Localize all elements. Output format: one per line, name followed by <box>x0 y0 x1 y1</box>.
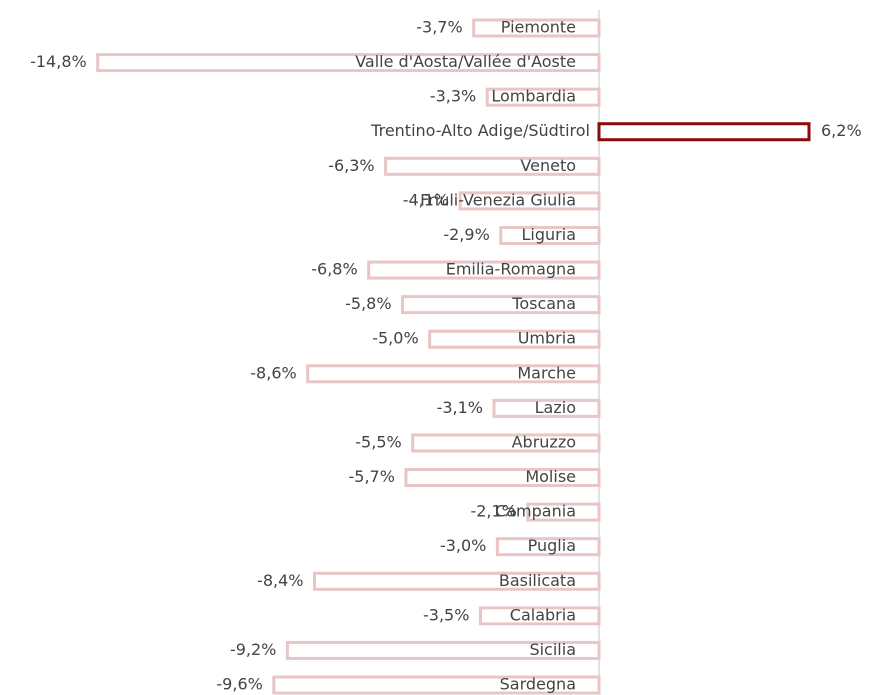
bar <box>499 225 601 245</box>
category-label: Toscana <box>511 294 576 313</box>
bar <box>597 122 811 142</box>
category-label: Marche <box>517 363 576 382</box>
category-label: Lazio <box>535 398 576 417</box>
value-label: -2,1% <box>470 502 516 521</box>
bar <box>495 537 601 557</box>
category-label: Valle d'Aosta/Vallée d'Aoste <box>355 52 576 71</box>
value-label: -5,5% <box>355 432 401 451</box>
bar <box>285 640 601 660</box>
category-label: Piemonte <box>501 18 576 37</box>
bar <box>428 329 601 349</box>
value-label: -5,7% <box>349 467 395 486</box>
value-label: -6,3% <box>328 156 374 175</box>
value-label: -14,8% <box>30 52 87 71</box>
category-label: Umbria <box>518 329 576 348</box>
category-label: Friuli-Venezia Giulia <box>420 190 576 209</box>
bar <box>96 53 601 73</box>
value-label: -9,2% <box>230 640 276 659</box>
category-label: Abruzzo <box>512 432 576 451</box>
category-label: Veneto <box>520 156 576 175</box>
category-label: Sardegna <box>500 675 576 694</box>
bar <box>526 502 601 522</box>
bar <box>272 675 601 695</box>
bar <box>492 398 601 418</box>
value-label: -3,5% <box>423 605 469 624</box>
bar <box>472 18 601 38</box>
value-label: 6,2% <box>821 121 862 140</box>
value-label: -3,3% <box>430 87 476 106</box>
category-label: Campania <box>495 502 576 521</box>
category-label: Molise <box>525 467 576 486</box>
bar <box>411 433 601 453</box>
value-label: -3,7% <box>416 18 462 37</box>
bar <box>404 468 601 488</box>
value-label: -3,1% <box>437 398 483 417</box>
bar <box>485 87 601 107</box>
bar <box>306 364 601 384</box>
category-label: Emilia-Romagna <box>446 260 576 279</box>
value-label: -8,4% <box>257 571 303 590</box>
value-label: -5,0% <box>372 329 418 348</box>
bar <box>458 191 601 211</box>
category-label: Trentino-Alto Adige/Südtirol <box>370 121 590 140</box>
category-label: Basilicata <box>499 571 576 590</box>
bar <box>478 606 601 626</box>
bar <box>312 571 601 591</box>
category-label: Puglia <box>528 536 576 555</box>
category-label: Lombardia <box>491 87 576 106</box>
category-label: Sicilia <box>529 640 576 659</box>
value-label: -5,8% <box>345 294 391 313</box>
value-label: -9,6% <box>216 675 262 694</box>
value-label: -4,1% <box>403 190 449 209</box>
category-label: Liguria <box>522 225 576 244</box>
bar <box>367 260 601 280</box>
value-label: -2,9% <box>443 225 489 244</box>
bar <box>401 295 601 315</box>
value-label: -3,0% <box>440 536 486 555</box>
value-label: -8,6% <box>250 363 296 382</box>
value-label: -6,8% <box>311 260 357 279</box>
bar <box>384 156 601 176</box>
category-label: Calabria <box>510 605 576 624</box>
